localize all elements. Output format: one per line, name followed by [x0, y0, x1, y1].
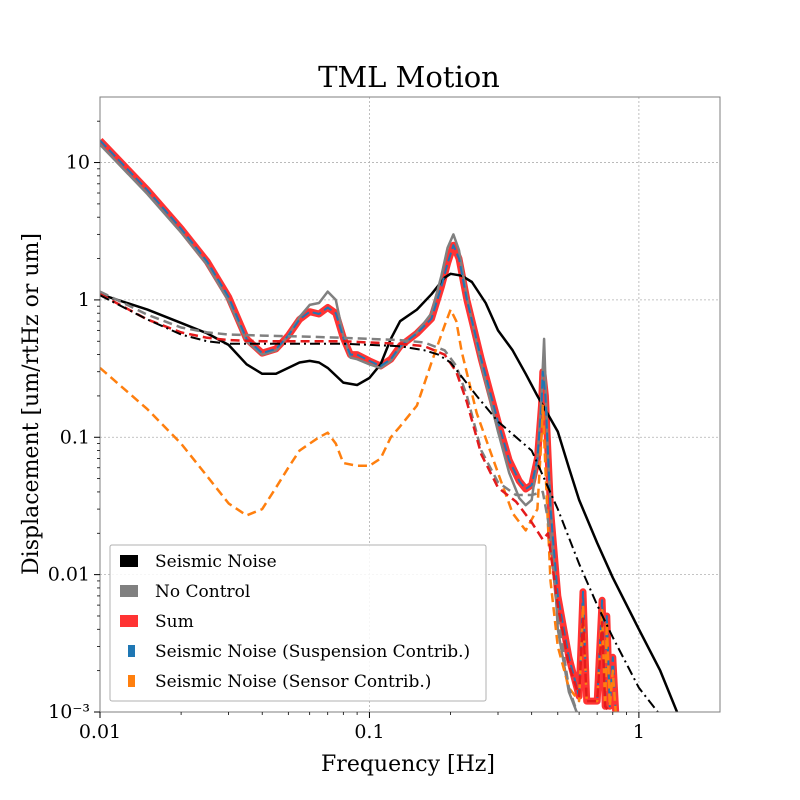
y-tick-label: 1	[78, 289, 90, 311]
x-tick-label: 0.1	[354, 721, 384, 743]
legend-label: Seismic Noise (Suspension Contrib.)	[155, 642, 470, 662]
x-tick-label: 1	[633, 721, 645, 743]
legend-box	[109, 544, 487, 702]
legend-label: No Control	[155, 582, 250, 602]
y-tick-label: 10	[66, 152, 90, 174]
legend-swatch	[128, 675, 135, 687]
legend-swatch	[120, 585, 138, 597]
y-tick-label: 0.1	[60, 426, 90, 448]
legend-label: Sum	[155, 612, 194, 632]
x-tick-label: 0.01	[79, 721, 121, 743]
y-tick-label: 10⁻³	[48, 701, 90, 723]
plot-frame	[99, 96, 721, 713]
legend-swatch	[128, 645, 135, 657]
y-tick-label: 0.01	[48, 564, 90, 586]
legend-label: Seismic Noise (Sensor Contrib.)	[155, 672, 431, 692]
legend-swatch	[120, 555, 138, 567]
series-line-6	[100, 293, 611, 712]
series-line-5	[100, 290, 579, 712]
series-line-3	[100, 139, 617, 712]
x-axis-label: Frequency [Hz]	[321, 752, 495, 777]
y-axis-label: Displacement [um/rtHz or um]	[19, 233, 44, 575]
chart-title: TML Motion	[318, 60, 500, 94]
legend-swatch	[120, 615, 138, 627]
series-line-1	[100, 272, 679, 712]
series-layer	[100, 137, 679, 712]
series-line-7	[100, 294, 660, 712]
legend-label: Seismic Noise	[155, 552, 277, 572]
legend: Seismic Noise No Control Sum Seismic Noise …	[109, 544, 487, 702]
